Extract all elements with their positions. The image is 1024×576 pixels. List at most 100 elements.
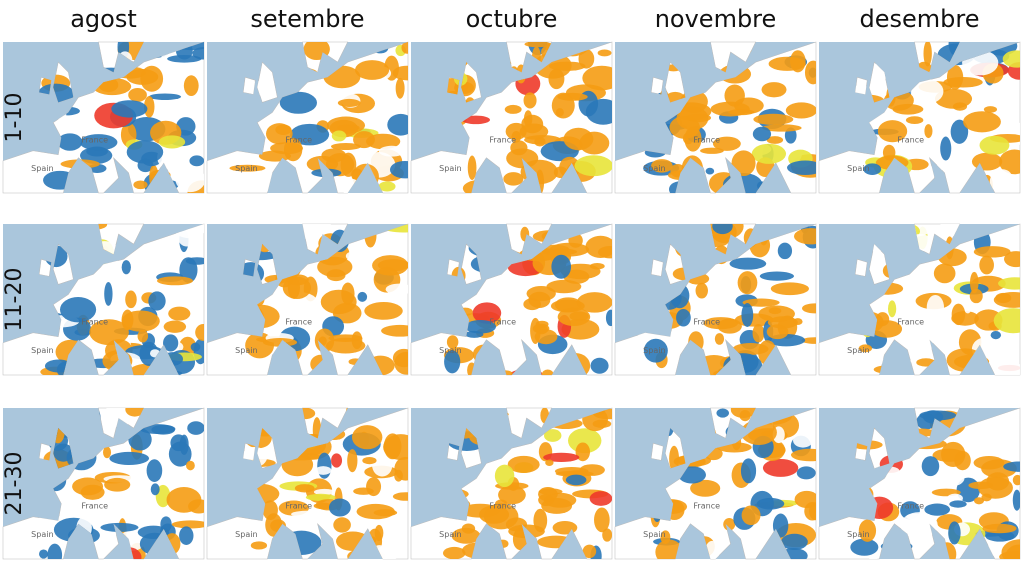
overlay-blob xyxy=(156,276,194,286)
overlay-blob xyxy=(100,522,139,532)
overlay-blob xyxy=(246,80,275,96)
overlay-blob xyxy=(568,428,602,454)
overlay-blob xyxy=(981,493,992,502)
overlay-blob xyxy=(331,453,343,468)
map-label: France xyxy=(285,136,312,145)
map-label: France xyxy=(489,502,516,511)
column-header: octubre xyxy=(466,5,558,33)
overlay-blob xyxy=(280,292,319,317)
overlay-blob xyxy=(446,335,459,349)
overlay-blob xyxy=(148,93,182,101)
overlay-blob xyxy=(503,172,524,186)
overlay-blob xyxy=(858,344,873,353)
overlay-blob xyxy=(969,288,983,304)
overlay-blob xyxy=(597,49,612,57)
overlay-blob xyxy=(47,543,63,559)
map-panel: France Spain xyxy=(818,407,1021,560)
map-panel: France Spain xyxy=(206,41,409,194)
overlay-blob xyxy=(395,77,405,99)
overlay-blob xyxy=(166,486,202,513)
overlay-blob xyxy=(378,181,396,192)
map-panel: France Spain xyxy=(2,41,205,194)
overlay-blob xyxy=(858,519,877,542)
map-label: France xyxy=(489,136,516,145)
map-panel: France Spain xyxy=(2,223,205,376)
overlay-blob xyxy=(676,106,709,131)
map-label: France xyxy=(81,136,108,145)
overlay-blob xyxy=(175,166,204,193)
overlay-blob xyxy=(794,490,816,508)
overlay-blob xyxy=(133,180,148,190)
overlay-blob xyxy=(770,282,809,296)
overlay-blob xyxy=(590,357,609,374)
overlay-blob xyxy=(767,316,798,329)
overlay-blob xyxy=(592,419,612,429)
overlay-blob xyxy=(717,318,742,334)
overlay-blob xyxy=(387,113,408,136)
overlay-blob xyxy=(925,318,937,339)
map-label: France xyxy=(897,502,924,511)
overlay-blob xyxy=(785,102,816,119)
overlay-blob xyxy=(504,104,522,114)
map-panel: France Spain xyxy=(410,223,613,376)
overlay-blob xyxy=(320,289,357,315)
overlay-blob xyxy=(923,42,932,67)
overlay-blob xyxy=(461,115,491,125)
overlay-blob xyxy=(330,143,361,150)
overlay-blob xyxy=(1004,251,1020,268)
overlay-blob xyxy=(321,148,347,163)
overlay-blob xyxy=(535,320,549,328)
overlay-blob xyxy=(982,523,1017,534)
overlay-blob xyxy=(740,458,757,484)
overlay-blob xyxy=(597,246,612,259)
overlay-blob xyxy=(313,488,336,496)
overlay-blob xyxy=(973,246,1011,258)
overlay-blob xyxy=(313,502,333,510)
overlay-blob xyxy=(89,319,129,346)
overlay-blob xyxy=(643,338,668,363)
overlay-blob xyxy=(394,469,403,482)
overlay-blob xyxy=(933,263,956,284)
overlay-blob xyxy=(262,500,278,521)
overlay-blob xyxy=(141,251,172,267)
overlay-blob xyxy=(705,167,715,175)
overlay-blob xyxy=(551,254,572,279)
overlay-blob xyxy=(523,110,533,128)
overlay-blob xyxy=(394,351,408,375)
overlay-blob xyxy=(543,452,580,462)
overlay-blob xyxy=(651,159,673,173)
overlay-blob xyxy=(364,301,403,320)
overlay-blob xyxy=(451,527,481,544)
map-panel: France Spain xyxy=(206,407,409,560)
overlay-blob xyxy=(999,149,1020,175)
overlay-blob xyxy=(952,102,968,111)
map-label: France xyxy=(81,502,108,511)
map-label: Spain xyxy=(31,164,53,173)
overlay-blob xyxy=(294,484,315,493)
overlay-blob xyxy=(951,303,966,326)
overlay-blob xyxy=(950,119,969,144)
overlay-blob xyxy=(383,434,408,460)
overlay-blob xyxy=(111,100,148,118)
overlay-blob xyxy=(948,521,961,545)
overlay-blob xyxy=(602,528,612,542)
overlay-blob xyxy=(989,171,1009,192)
map-panel: France Spain xyxy=(614,223,817,376)
overlay-blob xyxy=(574,155,612,177)
overlay-blob xyxy=(741,505,761,526)
overlay-blob xyxy=(908,464,927,486)
overlay-blob xyxy=(737,271,758,295)
overlay-blob xyxy=(790,448,816,462)
overlay-blob xyxy=(924,503,950,516)
overlay-blob xyxy=(291,510,328,518)
map-label: France xyxy=(693,136,720,145)
overlay-blob xyxy=(229,164,266,172)
overlay-blob xyxy=(875,312,890,327)
overlay-blob xyxy=(695,282,708,299)
overlay-blob xyxy=(983,106,998,113)
map-label: France xyxy=(897,318,924,327)
overlay-blob xyxy=(270,142,303,155)
overlay-blob xyxy=(357,291,368,302)
overlay-blob xyxy=(548,61,586,71)
overlay-blob xyxy=(924,124,933,139)
